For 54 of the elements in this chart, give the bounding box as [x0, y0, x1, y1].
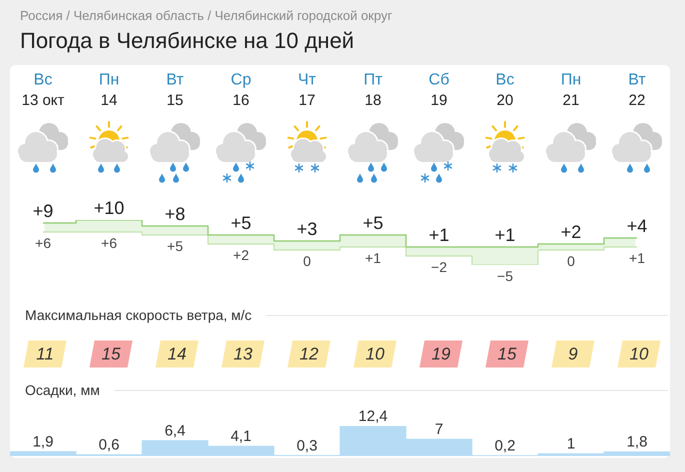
data-label: 1,9	[32, 433, 54, 450]
data-label: +4	[626, 216, 648, 236]
data-label: +2	[233, 247, 250, 263]
data-label: +3	[296, 219, 318, 239]
chart-title: Осадки, мм	[25, 382, 100, 398]
data-label: +1	[365, 250, 382, 266]
data-label: +5	[167, 238, 184, 254]
x-tick-label: Вс 20	[496, 71, 514, 110]
text: Максимальная скорость ветра, м/с	[25, 307, 252, 323]
data-label: +8	[164, 204, 186, 224]
x-tick-label: Пн 14	[98, 71, 120, 110]
data-label: 1	[566, 436, 576, 453]
x-tick-label: Вт 15	[166, 71, 184, 110]
data-label: 13	[234, 344, 253, 364]
data-label: −5	[497, 268, 514, 284]
data-label: +1	[428, 225, 450, 245]
data-label: 15	[102, 344, 121, 364]
data-label: 0	[303, 253, 312, 269]
x-tick-label: Пн 21	[560, 71, 582, 110]
data-label: 0,2	[494, 438, 516, 455]
data-label: 19	[432, 344, 451, 364]
data-label: 6,4	[164, 422, 186, 440]
chart-title: Погода в Челябинске на 10 дней	[20, 28, 354, 54]
text: Россия / Челябинская область / Челябинский городской округ	[20, 8, 392, 24]
data-label: 11	[36, 344, 54, 364]
data-label: 1,8	[626, 434, 648, 451]
x-tick-label: Вт 22	[628, 71, 646, 110]
data-label: 10	[366, 344, 385, 364]
x-tick-label: Чт 17	[298, 71, 317, 110]
data-label: 12,4	[358, 408, 388, 425]
data-label: +2	[560, 222, 582, 242]
data-label: +5	[230, 213, 252, 233]
data-label: 0,3	[296, 437, 318, 454]
data-label: +6	[101, 235, 118, 251]
x-tick-label: Сб 19	[428, 71, 450, 110]
data-label: +1	[494, 225, 516, 245]
data-label: 9	[568, 344, 578, 364]
data-label: 10	[630, 344, 649, 364]
data-label: 14	[168, 344, 186, 364]
data-label: +1	[629, 250, 646, 266]
data-label: +6	[35, 235, 52, 251]
x-tick-label: Пт 18	[364, 71, 384, 110]
data-label: 4,1	[230, 428, 252, 446]
data-label: 15	[498, 344, 517, 364]
data-label: +10	[94, 198, 124, 218]
data-label: +9	[32, 201, 54, 221]
data-label: +5	[362, 213, 384, 233]
x-tick-label: Ср 16	[230, 71, 252, 110]
data-label: 12	[300, 344, 319, 364]
data-label: 0	[567, 253, 576, 269]
data-label: 7	[434, 421, 444, 438]
data-label: 0,6	[98, 436, 120, 454]
data-label: −2	[431, 259, 448, 275]
x-tick-label: Вс 13 окт	[22, 71, 65, 110]
